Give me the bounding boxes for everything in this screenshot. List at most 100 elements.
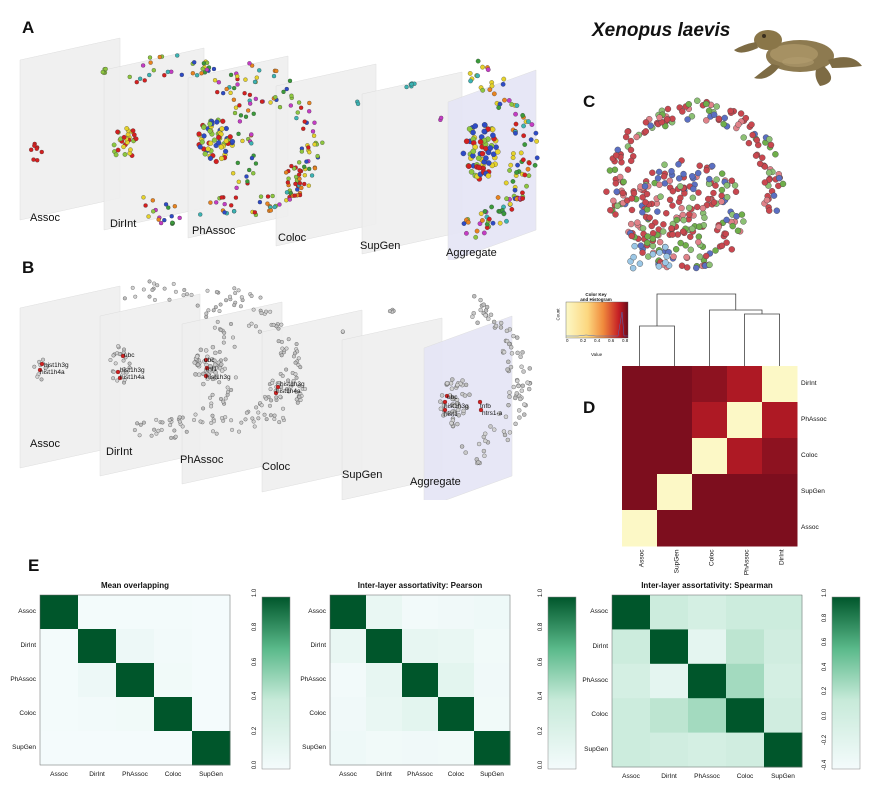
network-node: [232, 303, 237, 308]
heatmap-cell: [154, 731, 193, 766]
network-node: [532, 162, 538, 168]
heatmap-row-label: PhAssoc: [300, 676, 326, 683]
network-node: [694, 97, 701, 104]
heatmap-cell: [154, 595, 193, 630]
network-node: [302, 119, 307, 124]
network-node: [196, 372, 202, 377]
network-node: [478, 297, 483, 303]
heatmap-cell: [622, 510, 658, 547]
network-node: [122, 152, 128, 157]
network-node: [497, 411, 502, 416]
network-node: [272, 417, 277, 421]
network-node: [137, 76, 143, 81]
network-node: [312, 120, 317, 125]
network-node: [486, 316, 491, 321]
heatmap-row-label: Coloc: [19, 710, 36, 717]
network-node: [761, 163, 769, 170]
network-node: [655, 168, 663, 176]
network-node: [150, 198, 155, 203]
gene-label-phassoc-1: ubc: [204, 357, 215, 364]
network-node: [268, 413, 273, 418]
colorbar: [831, 596, 861, 770]
heatmap-cell: [727, 510, 763, 547]
heatmap-cell: [688, 595, 727, 630]
gene-label-phassoc-3: hist1h3g: [206, 374, 231, 381]
colorbar-tick: 0.0: [538, 760, 544, 770]
network-node: [668, 225, 675, 232]
network-node: [680, 216, 687, 224]
network-node: [662, 259, 669, 266]
network-node: [254, 405, 259, 410]
network-node: [647, 122, 654, 129]
network-node: [162, 218, 167, 223]
network-node: [355, 101, 361, 107]
network-node: [481, 128, 488, 135]
network-node: [472, 294, 477, 299]
heatmap-cell: [402, 731, 439, 766]
network-node: [695, 233, 703, 240]
network-node: [284, 387, 289, 392]
network-node: [189, 292, 194, 297]
network-node: [228, 90, 233, 95]
network-node: [679, 211, 687, 219]
network-node: [181, 293, 186, 298]
network-node: [258, 194, 264, 199]
network-node: [208, 364, 213, 369]
network-node: [310, 129, 316, 134]
heatmap-cell: [657, 474, 693, 511]
network-node: [265, 194, 271, 199]
network-node: [297, 168, 302, 173]
network-node: [459, 444, 465, 449]
network-node: [192, 60, 197, 65]
network-node: [656, 238, 664, 246]
network-node: [113, 152, 119, 158]
network-node: [672, 246, 680, 253]
heatmap-cell: [366, 697, 403, 732]
heatmap-cell: [726, 629, 765, 665]
network-node: [39, 149, 44, 155]
network-node: [220, 118, 226, 124]
network-node: [280, 373, 285, 378]
panel-a-network: [19, 37, 540, 260]
network-node: [660, 228, 667, 235]
network-node: [151, 68, 156, 73]
network-node: [486, 160, 492, 166]
network-node: [31, 157, 36, 162]
network-node: [257, 200, 263, 205]
network-node: [695, 238, 702, 246]
colorbar-tick: 0.8: [822, 613, 828, 622]
network-node: [238, 113, 244, 118]
network-node: [507, 201, 513, 207]
network-node: [124, 126, 130, 131]
network-node: [501, 349, 507, 355]
heatmap-col-label: Assoc: [339, 771, 357, 778]
network-node: [156, 428, 161, 433]
heatmap-col-label: Coloc: [708, 549, 715, 567]
network-node: [695, 169, 702, 177]
heatmap-col-label: SupGen: [199, 771, 223, 778]
network-node: [457, 404, 462, 409]
network-node: [217, 349, 222, 354]
network-node: [257, 68, 262, 73]
network-node: [521, 369, 526, 374]
network-node: [167, 297, 172, 302]
network-node: [470, 314, 475, 319]
heatmap-row-label: DirInt: [592, 642, 608, 650]
network-node: [298, 365, 303, 370]
network-node: [466, 126, 473, 132]
network-node: [520, 190, 525, 196]
network-node: [273, 95, 278, 100]
network-node: [473, 234, 479, 240]
network-node: [201, 124, 207, 130]
network-node: [452, 403, 457, 409]
network-node: [669, 202, 676, 209]
network-node: [466, 163, 472, 169]
network-node: [281, 415, 286, 420]
network-node: [218, 327, 223, 332]
network-node: [103, 66, 108, 72]
network-node: [734, 227, 742, 234]
network-node: [233, 105, 239, 110]
network-node: [627, 146, 635, 154]
network-node: [705, 107, 713, 114]
network-node: [264, 396, 269, 401]
